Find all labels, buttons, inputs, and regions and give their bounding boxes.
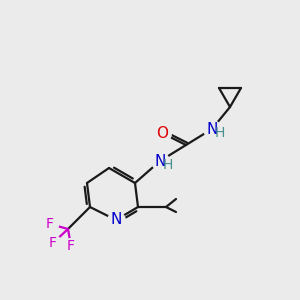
- Text: F: F: [49, 236, 57, 250]
- Text: H: H: [215, 126, 225, 140]
- Text: F: F: [67, 239, 75, 253]
- Text: N: N: [110, 212, 122, 227]
- Text: N: N: [206, 122, 218, 136]
- Text: O: O: [156, 125, 168, 140]
- Text: H: H: [163, 158, 173, 172]
- Text: N: N: [154, 154, 166, 169]
- Text: F: F: [46, 217, 54, 231]
